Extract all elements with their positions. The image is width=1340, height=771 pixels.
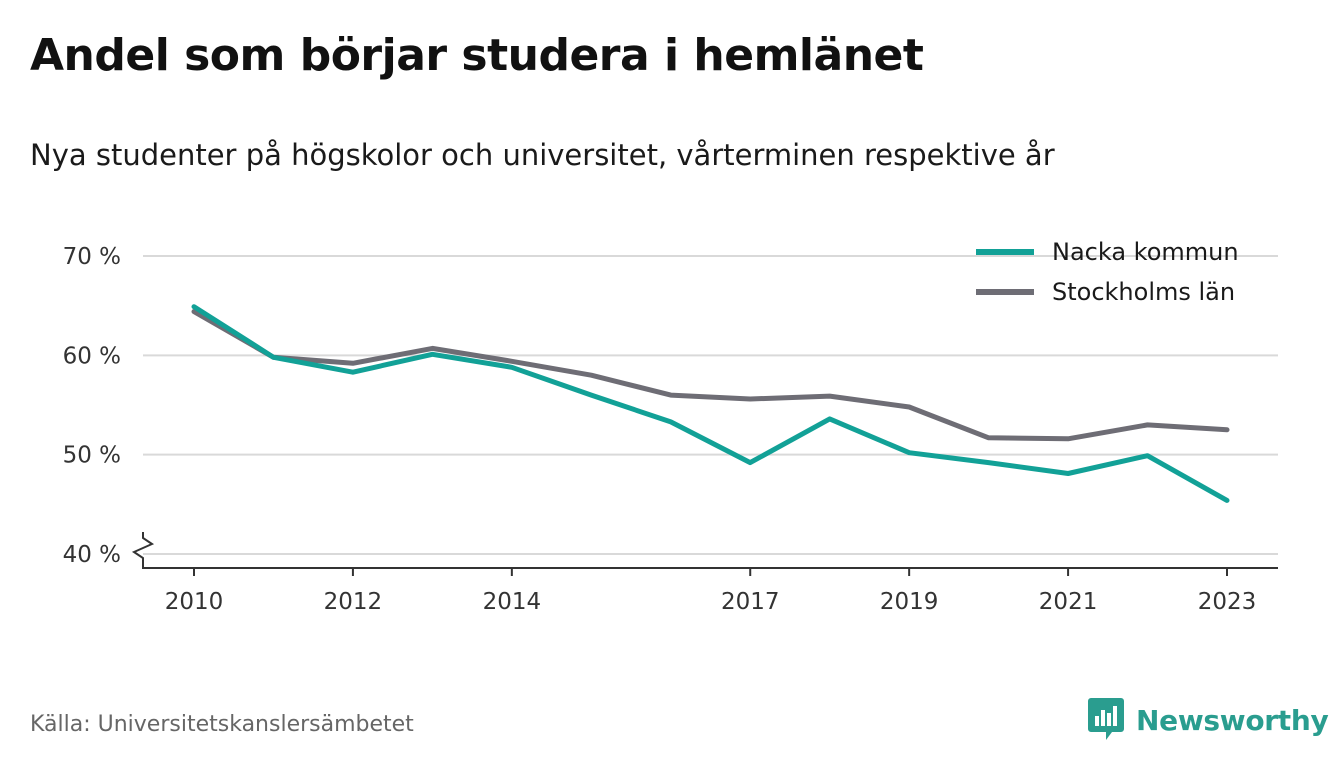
y-tick-label: 50 % <box>63 443 121 469</box>
x-tick-label: 2017 <box>721 589 780 615</box>
x-tick-label: 2019 <box>880 589 939 615</box>
y-tick-label: 60 % <box>63 343 121 369</box>
source-note: Källa: Universitetskanslersämbetet <box>30 712 414 737</box>
x-tick-label: 2014 <box>483 589 542 615</box>
newsworthy-logo-icon <box>1088 698 1124 740</box>
x-tick-label: 2012 <box>324 589 383 615</box>
grid-lines <box>143 255 1278 555</box>
x-tick-label: 2023 <box>1198 589 1257 615</box>
legend-label: Stockholms län <box>1052 278 1235 306</box>
legend-label: Nacka kommun <box>1052 238 1239 266</box>
legend: Nacka kommun Stockholms län <box>976 238 1239 306</box>
line-chart: 40 % 50 % 60 % 70 % 2010 2012 2014 2017 2019 2021… <box>63 238 1278 615</box>
y-axis-break <box>131 532 155 568</box>
y-tick-label: 40 % <box>63 542 121 568</box>
y-tick-label: 70 % <box>63 244 121 270</box>
chart-subtitle: Nya studenter på högskolor och universit… <box>30 138 1055 172</box>
series-line-nacka <box>191 304 1230 503</box>
x-tick-label: 2021 <box>1039 589 1098 615</box>
brand-name: Newsworthy <box>1136 703 1329 737</box>
chart-title: Andel som börjar studera i hemlänet <box>30 30 924 81</box>
axes: 40 % 50 % 60 % 70 % 2010 2012 2014 2017 2019 2021… <box>63 244 1278 615</box>
x-tick-label: 2010 <box>165 589 224 615</box>
brand-logo: Newsworthy <box>1088 698 1329 742</box>
series-line-stockholm <box>191 309 1230 442</box>
series-lines <box>191 304 1230 503</box>
